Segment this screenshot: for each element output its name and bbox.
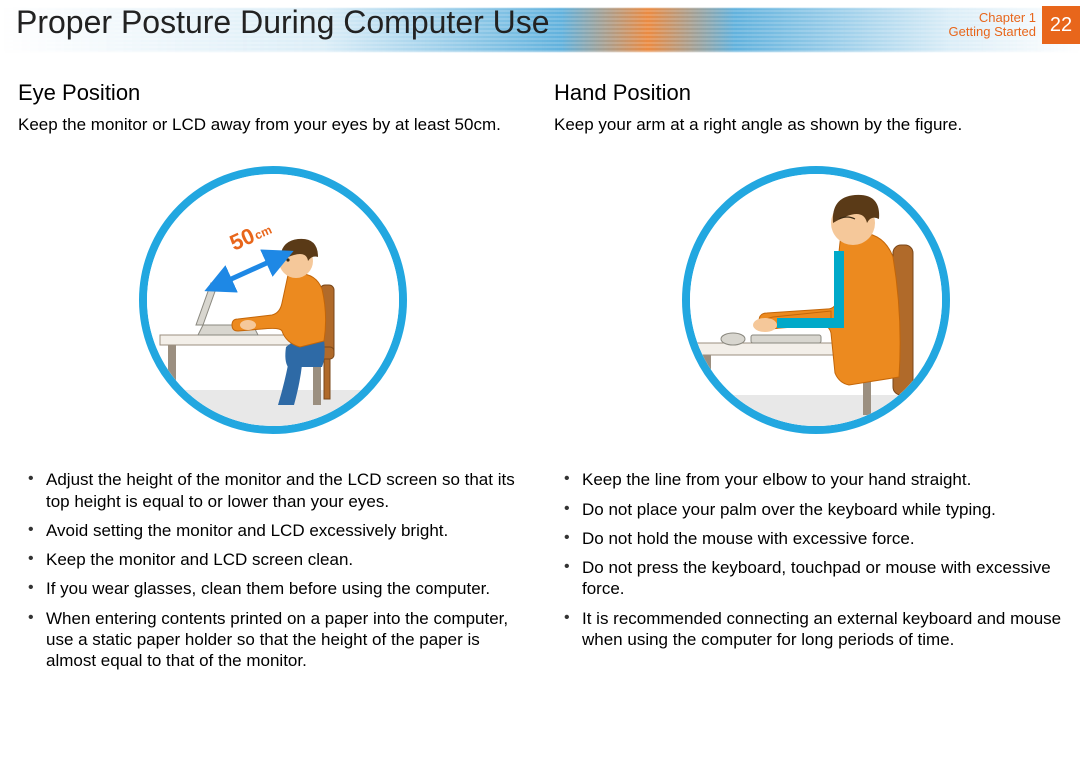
column-eye-position: Eye Position Keep the monitor or LCD awa… bbox=[18, 80, 548, 675]
hand-tips-list: Keep the line from your elbow to your ha… bbox=[554, 465, 1078, 654]
list-item: Do not place your palm over the keyboard… bbox=[560, 495, 1078, 524]
chapter-box: Chapter 1 Getting Started 22 bbox=[949, 6, 1080, 44]
column-hand-position: Hand Position Keep your arm at a right a… bbox=[548, 80, 1078, 675]
eye-tips-list: Adjust the height of the monitor and the… bbox=[18, 465, 528, 675]
hand-heading: Hand Position bbox=[554, 80, 1078, 106]
list-item: Keep the line from your elbow to your ha… bbox=[560, 465, 1078, 494]
eye-heading: Eye Position bbox=[18, 80, 528, 106]
chapter-number: Chapter 1 bbox=[949, 11, 1036, 25]
hand-figure bbox=[681, 165, 951, 435]
list-item: When entering contents printed on a pape… bbox=[24, 604, 528, 676]
chapter-name: Getting Started bbox=[949, 25, 1036, 39]
list-item: Avoid setting the monitor and LCD excess… bbox=[24, 516, 528, 545]
list-item: Keep the monitor and LCD screen clean. bbox=[24, 545, 528, 574]
header-banner: Proper Posture During Computer Use Chapt… bbox=[0, 0, 1080, 60]
page-title: Proper Posture During Computer Use bbox=[16, 4, 550, 41]
list-item: If you wear glasses, clean them before u… bbox=[24, 574, 528, 603]
page-number-badge: 22 bbox=[1042, 6, 1080, 44]
list-item: Adjust the height of the monitor and the… bbox=[24, 465, 528, 516]
eye-figure: 50cm bbox=[138, 165, 408, 435]
list-item: Do not press the keyboard, touchpad or m… bbox=[560, 553, 1078, 604]
eye-lead: Keep the monitor or LCD away from your e… bbox=[18, 114, 528, 135]
list-item: Do not hold the mouse with excessive for… bbox=[560, 524, 1078, 553]
hand-lead: Keep your arm at a right angle as shown … bbox=[554, 114, 1078, 135]
list-item: It is recommended connecting an external… bbox=[560, 604, 1078, 655]
